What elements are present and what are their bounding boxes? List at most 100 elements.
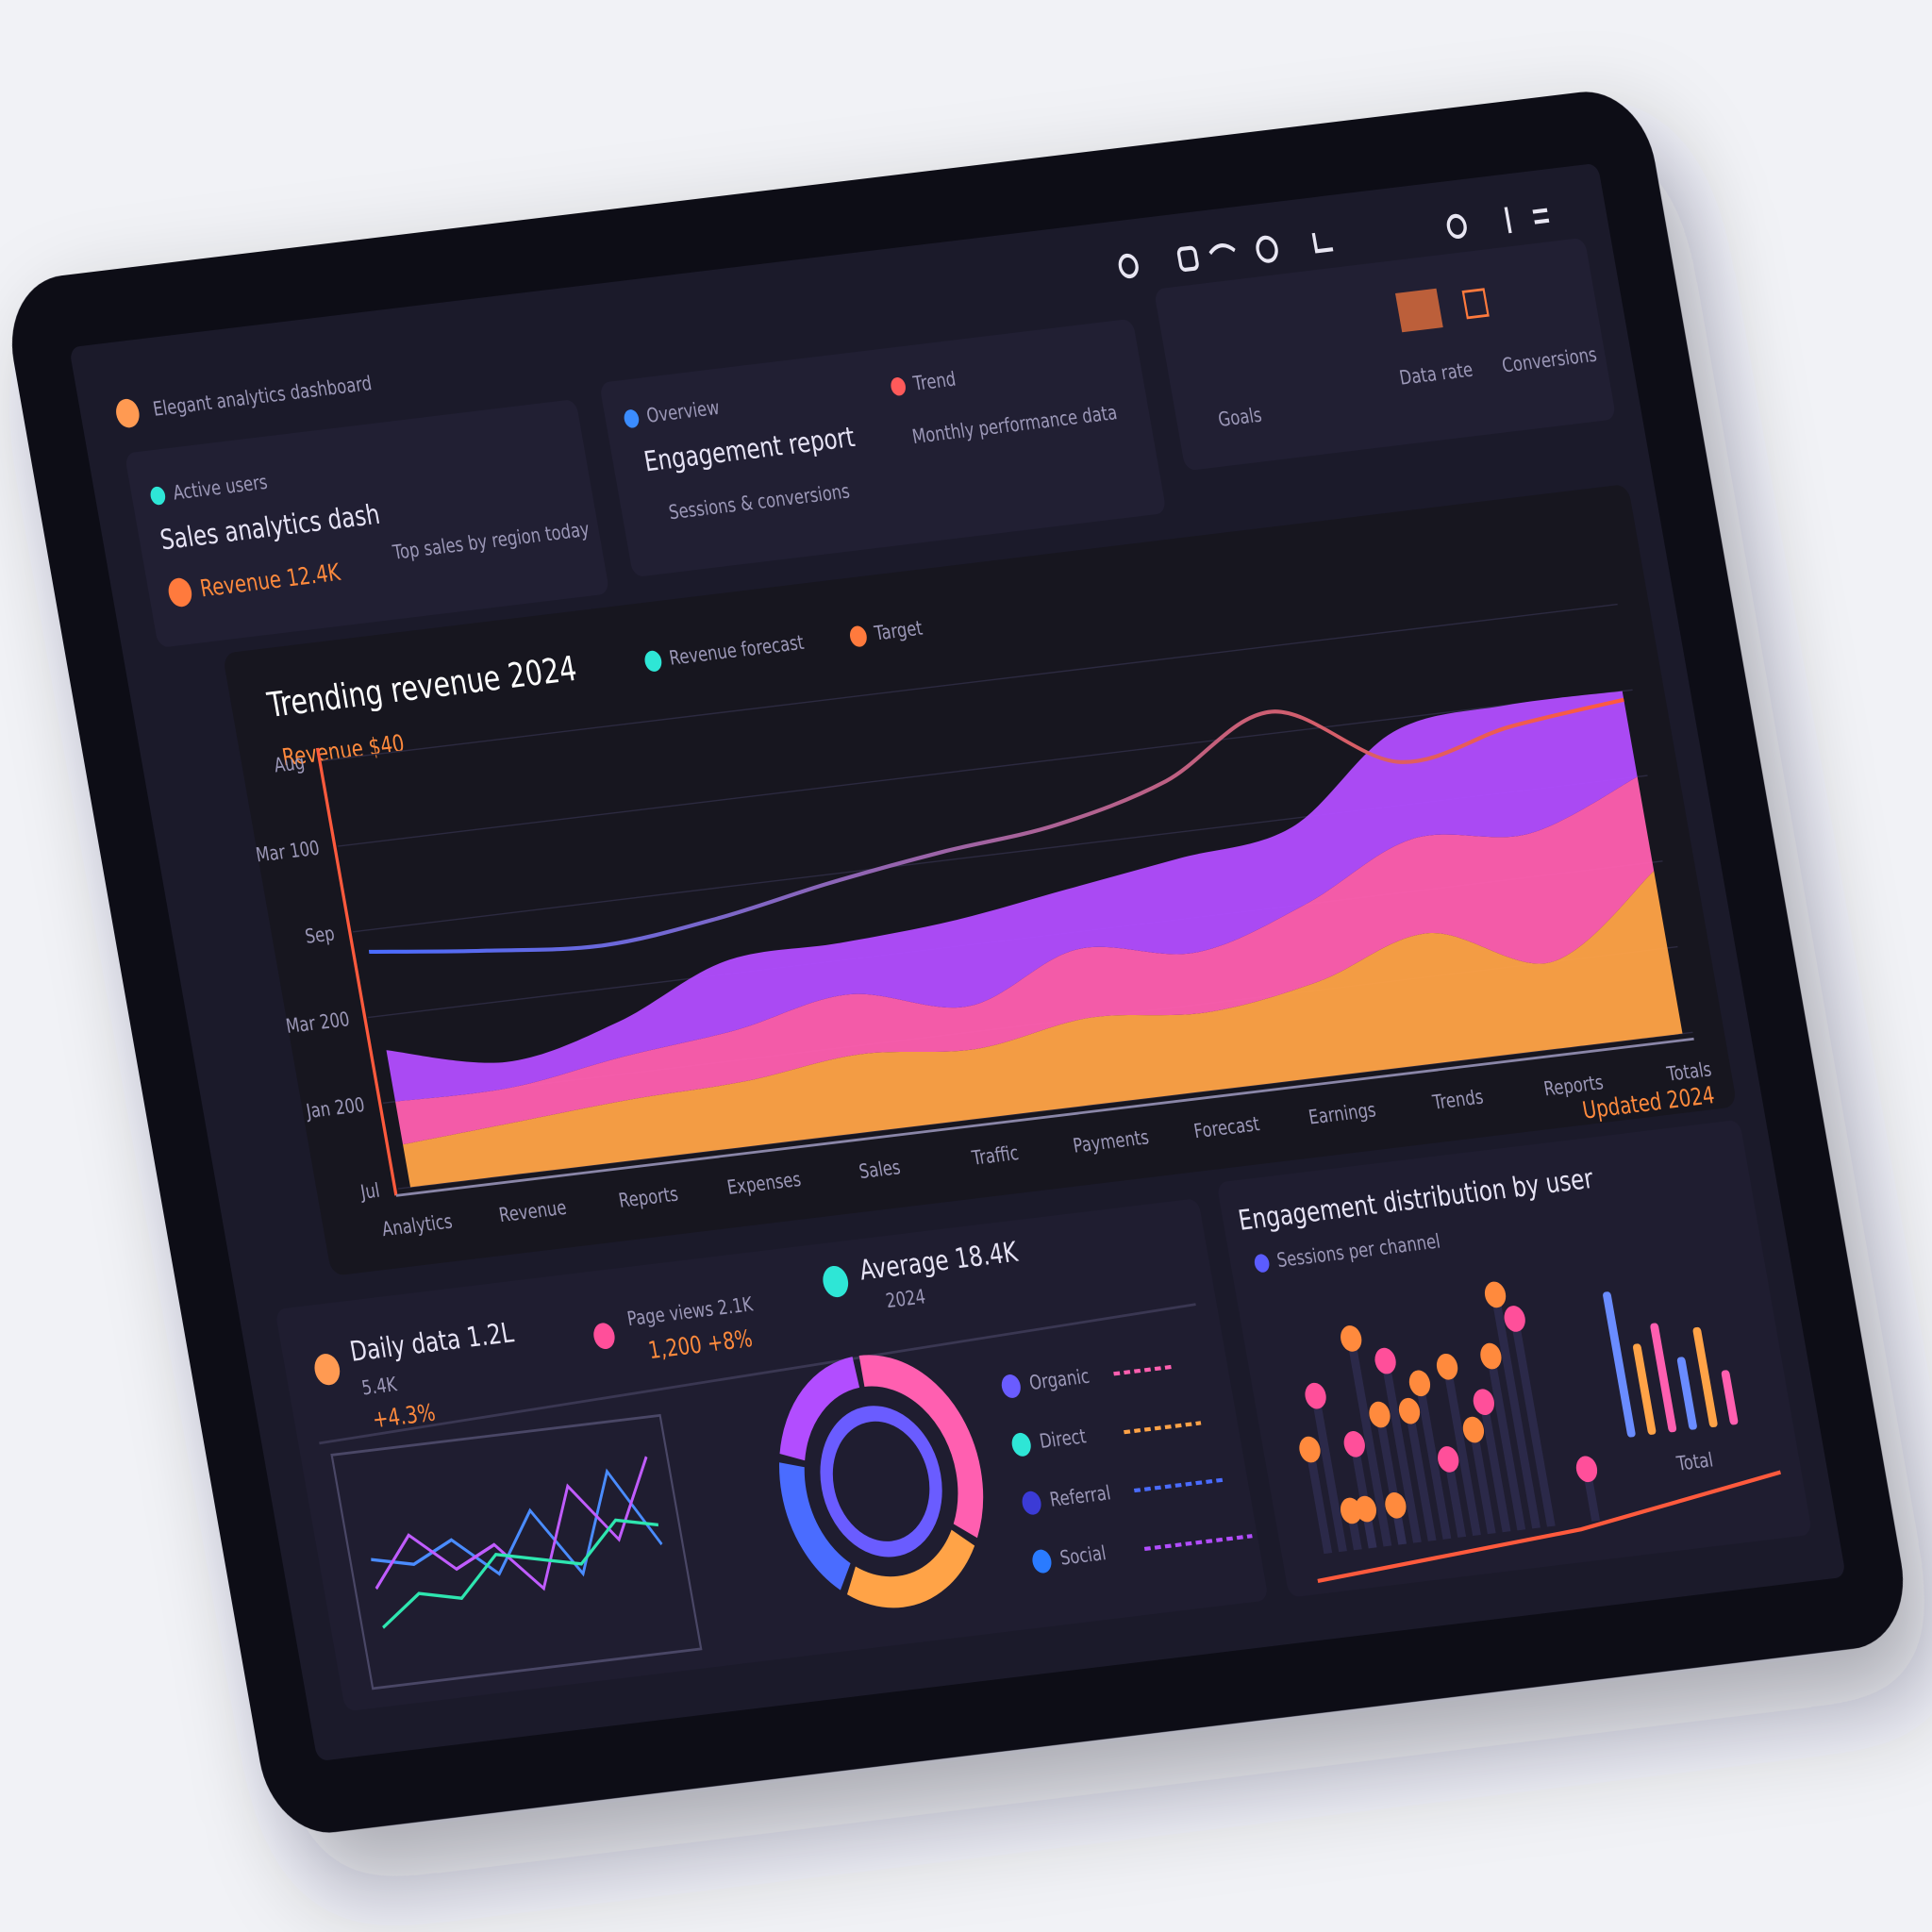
trend-line: [368, 697, 1624, 954]
stem: [1510, 1318, 1556, 1527]
mini-chart-box: [330, 1413, 703, 1690]
donut-segment: [779, 1355, 984, 1608]
legend-dot: [1022, 1491, 1041, 1515]
card-title: Goals: [1217, 405, 1264, 432]
dot: [1355, 1495, 1377, 1523]
legend-dot: [1254, 1254, 1270, 1273]
dot: [1462, 1416, 1485, 1443]
logo: [116, 398, 140, 428]
donut-segment: [779, 1355, 984, 1608]
legend-bar: [1113, 1364, 1176, 1376]
mini-line: [382, 1518, 658, 1629]
dashboard: Elegant analytics dashboard Active users…: [116, 207, 1811, 1711]
wifi-icon: [1208, 243, 1236, 256]
chart-label: Total: [1674, 1450, 1715, 1476]
dot: [1369, 1401, 1391, 1428]
legend-bar: [1143, 1534, 1253, 1552]
bottom-card: [276, 1199, 1267, 1711]
stem: [1487, 1356, 1526, 1531]
area-layer: [386, 691, 1638, 1102]
legend-dot: [644, 650, 662, 672]
stat-icon: [314, 1354, 341, 1386]
bar: [1650, 1323, 1677, 1433]
dot: [1305, 1382, 1326, 1409]
bar: [1721, 1370, 1739, 1425]
stat-icon: [823, 1265, 849, 1298]
card-tag: Trend: [911, 369, 958, 396]
area-layer: [403, 871, 1683, 1188]
bell-icon: [1311, 232, 1334, 254]
dot: [1484, 1281, 1507, 1308]
x-tick-label: Totals: [1665, 1059, 1713, 1087]
dot: [1438, 1446, 1459, 1473]
dot: [1299, 1436, 1321, 1463]
dot: [1504, 1306, 1525, 1332]
bottom-card: [1218, 1120, 1811, 1597]
trend-line: [1317, 1470, 1782, 1583]
area-layer: [395, 776, 1655, 1145]
globe-icon: [1256, 235, 1278, 263]
bar: [1603, 1291, 1636, 1438]
bar: [1692, 1326, 1718, 1428]
dot: [1480, 1342, 1502, 1370]
donut-inner: [820, 1406, 942, 1557]
card-dot: [150, 486, 166, 506]
y-axis: [315, 747, 398, 1196]
card: [1155, 238, 1615, 471]
dot: [1343, 1431, 1365, 1457]
profile-icon: [1446, 213, 1467, 240]
dot: [1398, 1397, 1421, 1424]
dot: [1436, 1353, 1458, 1380]
status-icons: [1118, 207, 1550, 279]
legend-dot: [1001, 1374, 1021, 1398]
bar: [1676, 1357, 1697, 1430]
stem: [1311, 1395, 1347, 1553]
dot: [1385, 1491, 1407, 1519]
legend-bar: [1124, 1421, 1202, 1435]
donut-segment: [779, 1355, 984, 1608]
legend-dot: [849, 625, 867, 647]
card: [601, 319, 1165, 576]
menu-icon: [1504, 207, 1550, 234]
card: [125, 400, 608, 647]
stem: [1415, 1382, 1452, 1540]
legend-dot: [1032, 1549, 1052, 1574]
dot: [1341, 1325, 1362, 1352]
stat-value: 2024: [884, 1287, 927, 1313]
stem: [1469, 1429, 1496, 1535]
card-icon: [1395, 288, 1443, 333]
legend-bar: [1133, 1477, 1227, 1493]
dot: [1408, 1370, 1431, 1397]
dot: [1473, 1389, 1495, 1416]
stem: [1479, 1401, 1511, 1533]
y-tick-label: Aug: [273, 752, 307, 777]
grid-line: [338, 689, 1633, 847]
x-axis: [395, 1037, 1694, 1197]
card-icon: [168, 577, 192, 608]
mini-line: [375, 1456, 648, 1591]
legend-label: Social: [1058, 1542, 1108, 1570]
legend-label: Direct: [1038, 1426, 1088, 1454]
bar: [1633, 1343, 1657, 1435]
dot: [1575, 1456, 1598, 1483]
search-icon: [1118, 253, 1139, 279]
stem: [1306, 1449, 1333, 1555]
stem: [1442, 1366, 1481, 1537]
legend-dot: [1011, 1432, 1031, 1457]
divider: [319, 1303, 1196, 1445]
stat-value: 5.4K: [360, 1374, 399, 1400]
stem: [1405, 1410, 1437, 1541]
mini-line: [371, 1468, 663, 1577]
stem: [1491, 1293, 1541, 1529]
card-dot: [624, 409, 640, 428]
window-icon: [1176, 245, 1199, 272]
y-tick-label: Jul: [358, 1180, 382, 1204]
dot: [1374, 1347, 1396, 1374]
stat-icon: [593, 1323, 615, 1350]
card-dot: [891, 377, 906, 396]
y-tick-label: Sep: [304, 924, 337, 949]
grid-line: [323, 603, 1618, 762]
stem: [1346, 1338, 1392, 1547]
